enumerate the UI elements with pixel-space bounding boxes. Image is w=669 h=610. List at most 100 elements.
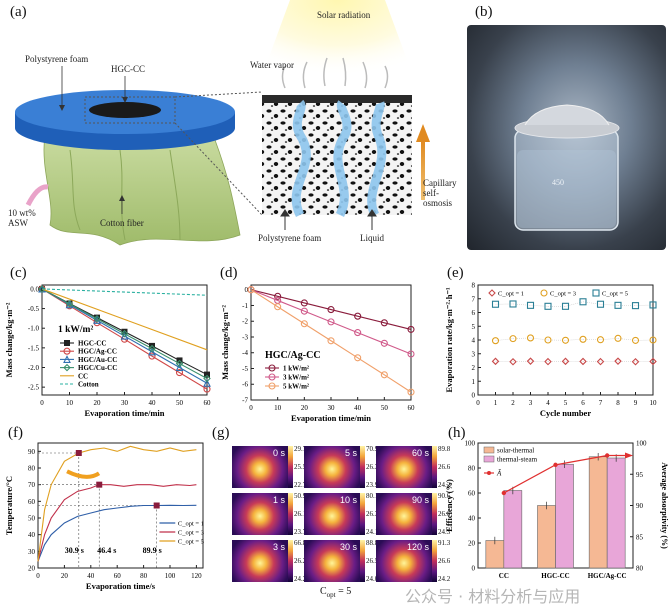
data-point [327, 318, 335, 326]
thermal-image: 30 s [304, 540, 360, 582]
data-point [327, 337, 335, 345]
colorbar-min-value: 24.3 [438, 528, 451, 536]
data-point [148, 347, 156, 356]
thermal-time-label: 1 s [272, 495, 285, 505]
x-tick-label: 8 [616, 399, 620, 407]
data-point [553, 462, 558, 468]
x-tick-label: 5 [564, 399, 568, 407]
panel-label-e: (e) [447, 265, 464, 281]
chart-h: 0 20 40 60 80 100 80 85 90 95 100 Efficiency (%) Ave… [444, 440, 669, 581]
x-tick-label: 0 [476, 399, 480, 407]
legend-label: C_opt = 5 [602, 291, 628, 298]
y-axis-label: Mass change/kg·m⁻² [4, 302, 14, 377]
cotton-fiber [43, 134, 241, 246]
vapor-arrows-icon [281, 57, 389, 89]
y-tick-label: -5 [242, 365, 248, 373]
legend-label: HGC/Ag-CC [78, 348, 117, 356]
data-point [120, 329, 129, 338]
thermal-time-label: 10 s [339, 495, 357, 505]
data-point [274, 303, 282, 311]
liquid-channels [291, 99, 387, 218]
y-tick-label: -6 [242, 381, 248, 389]
y-tick-label: 30 [28, 548, 36, 556]
legend-label: HGC/Cu-CC [78, 364, 117, 372]
legend-marker [488, 289, 496, 297]
legend-label: C_opt = 5 [178, 539, 204, 546]
data-point [274, 292, 282, 300]
series-line [250, 289, 412, 393]
data-point [614, 334, 622, 342]
y-tick-label: 70 [28, 481, 36, 489]
colorbar-mid-value: 26.6 [438, 510, 451, 518]
data-point [614, 301, 622, 309]
data-point [509, 335, 517, 343]
thermal-caption: Copt = 5 [320, 586, 352, 599]
legend-label: Cotton [78, 381, 99, 389]
arrowhead-icon [625, 452, 633, 459]
thermal-image: 90 s [376, 493, 432, 535]
legend-marker [268, 382, 276, 390]
x-tick-label: 60 [408, 404, 416, 412]
colorbar-min-value: 24.2 [438, 481, 451, 489]
data-point [544, 302, 552, 310]
thermal-time-label: 5 s [344, 448, 357, 458]
legend-marker [268, 373, 276, 381]
x-tick-label: 40 [87, 572, 95, 580]
x-tick-label: 1 [494, 399, 498, 407]
x-tick-label: 0 [249, 404, 253, 412]
thermal-time-label: 30 s [339, 542, 357, 552]
thermal-image: 0 s [232, 446, 288, 488]
y-tick-label: 8 [472, 282, 476, 290]
colorbar [432, 493, 437, 535]
y2-tick-label: 80 [636, 565, 644, 573]
x-tick-label: 7 [599, 399, 603, 407]
colorbar-mid-value: 26.2 [294, 557, 307, 565]
colorbar [360, 446, 365, 488]
sun-beam [255, 0, 420, 95]
beaker-mark: 450 [552, 178, 564, 187]
bar-thermal-steam [503, 490, 523, 569]
y-tick-label: 0 [472, 565, 476, 573]
data-point [120, 331, 129, 340]
data-point [65, 300, 74, 308]
chart-f: 0 20 40 60 80 100 1202030405060708090Evaporati… [4, 442, 204, 591]
y-tick-label: 20 [28, 565, 36, 573]
data-point [596, 357, 605, 366]
thermal-image: 120 s [376, 540, 432, 582]
y-tick-label: 80 [28, 465, 36, 473]
y-tick-label: 5 [472, 323, 476, 331]
legend-marker [268, 364, 276, 372]
data-point [148, 352, 156, 360]
thermal-image: 10 s [304, 493, 360, 535]
colorbar-max-value: 66.8 [294, 539, 307, 547]
data-point [327, 306, 335, 314]
thermal-time-label: 60 s [411, 448, 429, 458]
series-line-hgc-cu-cc [41, 288, 208, 379]
x-tick-label: 10 [274, 404, 282, 412]
y-tick-label: 60 [28, 498, 36, 506]
x-tick-label: 10 [650, 399, 658, 407]
data-point [407, 350, 415, 358]
y-tick-label: 90 [28, 448, 36, 456]
data-point [175, 369, 184, 377]
label-asw: 10 wt% ASW [8, 208, 36, 228]
x-tick-label: 60 [114, 572, 122, 580]
data-point [491, 337, 500, 345]
bar-thermal-steam [555, 463, 574, 569]
data-point [407, 325, 415, 333]
bar-solar-thermal [588, 456, 608, 569]
legend-swatch [483, 455, 495, 463]
data-point [614, 357, 622, 365]
data-point [501, 490, 507, 496]
legend-marker [63, 355, 71, 363]
y-tick-label: 50 [28, 515, 36, 523]
category-label: HGC-CC [541, 572, 569, 580]
inflow-arrows-icon [280, 209, 377, 230]
panel-label-c: (c) [10, 265, 27, 281]
y2-tick-label: 85 [636, 533, 644, 541]
y-tick-label: 7 [472, 295, 476, 303]
x-tick-label: 40 [354, 404, 362, 412]
data-point [121, 328, 128, 335]
data-point [631, 357, 640, 366]
data-point [649, 336, 657, 344]
